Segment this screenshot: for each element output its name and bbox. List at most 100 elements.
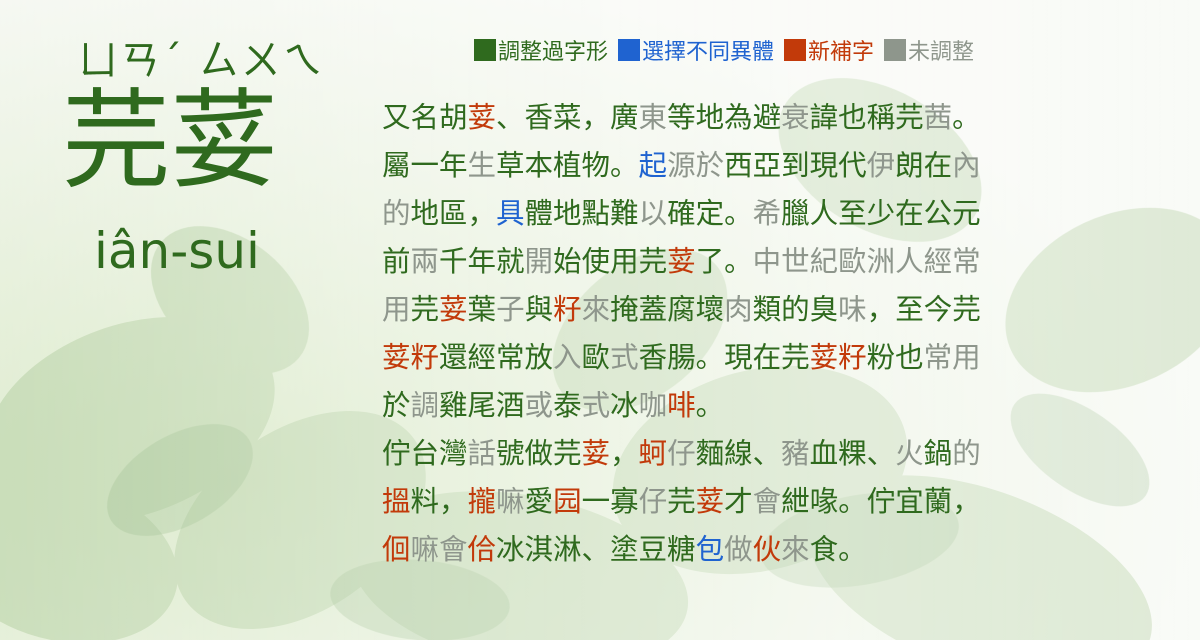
text-segment: 式	[581, 389, 611, 422]
text-segment: 東	[638, 101, 668, 134]
text-line: 又名胡荽、香菜，廣東等地為避衰諱也稱芫茜。	[382, 94, 1152, 142]
text-segment: 荽	[581, 437, 611, 470]
text-segment: 了。	[695, 245, 753, 278]
legend-swatch	[618, 39, 641, 61]
text-segment: 咖	[638, 389, 668, 422]
text-line: 搵料，攏嘛愛园一寡仔芫荽才會紲喙。佇宜蘭，	[382, 478, 1152, 526]
text-segment: 、香菜，廣	[496, 101, 639, 134]
text-segment: 香腸。現在芫	[638, 341, 810, 374]
text-segment: 仔	[667, 437, 696, 470]
legend-swatch	[884, 39, 907, 61]
text-segment: 豬	[781, 437, 810, 470]
text-segment: 草本植物。	[496, 149, 639, 182]
text-segment: 血粿、	[809, 437, 896, 470]
text-segment: 味	[838, 293, 867, 326]
text-segment: 與	[524, 293, 554, 326]
text-segment: 荽籽	[809, 341, 867, 374]
legend-item-variant: 選擇不同異體	[618, 34, 774, 66]
text-line: 於調雞尾酒或泰式冰咖啡。	[382, 382, 1152, 430]
text-segment: 佇台灣	[382, 437, 468, 470]
text-segment: 愛	[524, 485, 554, 518]
text-segment: 掩蓋腐壞	[610, 293, 725, 326]
text-segment: 荽	[439, 293, 468, 326]
text-segment: 雞尾酒	[439, 389, 525, 422]
text-segment: 佮	[467, 533, 497, 566]
legend-label: 選擇不同異體	[642, 40, 775, 65]
text-segment: 紲喙。佇宜蘭，	[781, 485, 981, 518]
text-segment: 歐	[581, 341, 611, 374]
text-segment: 衰	[781, 101, 810, 134]
text-segment: 才	[724, 485, 753, 518]
legend-label: 調整過字形	[498, 40, 609, 65]
text-segment: 火	[895, 437, 924, 470]
text-segment: 於	[382, 389, 411, 422]
legend-swatch	[474, 39, 496, 61]
text-line: 用芫荽葉子與籽來掩蓋腐壞肉類的臭味，至今芫	[382, 286, 1152, 334]
text-segment: 開	[524, 245, 554, 278]
text-segment: 千年就	[439, 245, 525, 278]
text-segment: 生	[467, 149, 497, 182]
text-segment: 或	[524, 389, 554, 422]
text-segment: 兩	[410, 245, 440, 278]
legend-item-adjusted: 調整過字形	[474, 34, 608, 66]
text-segment: 嘛	[496, 485, 525, 518]
text-segment: 會	[752, 485, 782, 518]
color-legend: 調整過字形 選擇不同異體 新補字 未調整	[474, 34, 974, 66]
text-segment: 冰淇淋、塗豆糖	[496, 533, 696, 566]
text-line: 荽籽還經常放入歐式香腸。現在芫荽籽粉也常用	[382, 334, 1152, 382]
text-line: 佇台灣話號做芫荽，蚵仔麵線、豬血粿、火鍋的	[382, 430, 1152, 478]
text-segment: 朗在	[895, 149, 953, 182]
text-segment: 泰	[553, 389, 582, 422]
text-segment: 料，	[410, 485, 468, 518]
text-segment: 伙	[752, 533, 782, 566]
text-segment: 來	[581, 293, 611, 326]
legend-swatch	[784, 39, 807, 61]
text-segment: 芫	[410, 293, 440, 326]
text-segment: 號做芫	[496, 437, 582, 470]
text-segment: 伊	[866, 149, 896, 182]
text-segment: 以	[638, 197, 668, 230]
text-segment: 仔	[638, 485, 668, 518]
legend-label: 新補字	[808, 40, 875, 65]
text-segment: 做	[724, 533, 753, 566]
text-segment: 鍋	[923, 437, 953, 470]
text-segment: 荽籽	[382, 341, 440, 374]
text-segment: 體地點難	[524, 197, 639, 230]
text-segment: 蚵	[638, 437, 668, 470]
legend-label: 未調整	[908, 40, 975, 65]
text-segment: 具	[496, 197, 525, 230]
text-segment: 希	[752, 197, 782, 230]
text-segment: 食。	[809, 533, 867, 566]
text-segment: 肉	[724, 293, 753, 326]
text-segment: 。	[695, 389, 725, 422]
page-title: 芫荽	[62, 79, 279, 204]
text-segment: 芫	[667, 485, 696, 518]
legend-item-new: 新補字	[784, 34, 874, 66]
bopomofo-phonetic: ㄩㄢˊ ㄙㄨㄟ	[78, 38, 325, 84]
text-segment: 荽	[667, 245, 696, 278]
text-segment: 又名胡	[382, 101, 468, 134]
text-segment: 源於	[667, 149, 725, 182]
text-segment: 式	[610, 341, 639, 374]
text-segment: ，	[610, 437, 639, 470]
text-segment: 包	[695, 533, 725, 566]
text-segment: 用	[382, 293, 411, 326]
text-segment: 屬一年	[382, 149, 468, 182]
text-line: 屬一年生草本植物。起源於西亞到現代伊朗在內	[382, 142, 1152, 190]
text-segment: 荽	[695, 485, 725, 518]
text-segment: 調	[410, 389, 440, 422]
text-segment: 冰	[610, 389, 639, 422]
text-segment: 地區，	[410, 197, 497, 230]
text-segment: 始使用芫	[553, 245, 668, 278]
text-segment: 內	[952, 149, 981, 182]
text-segment: 啡	[667, 389, 696, 422]
text-segment: 確定。	[667, 197, 753, 230]
text-segment: 籽	[553, 293, 582, 326]
text-line: 前兩千年就開始使用芫荽了。中世紀歐洲人經常	[382, 238, 1152, 286]
text-segment: 常用	[923, 341, 981, 374]
text-segment: 諱也稱芫	[809, 101, 924, 134]
text-segment: 子	[496, 293, 525, 326]
text-segment: 攏	[467, 485, 497, 518]
text-segment: 粉也	[866, 341, 924, 374]
